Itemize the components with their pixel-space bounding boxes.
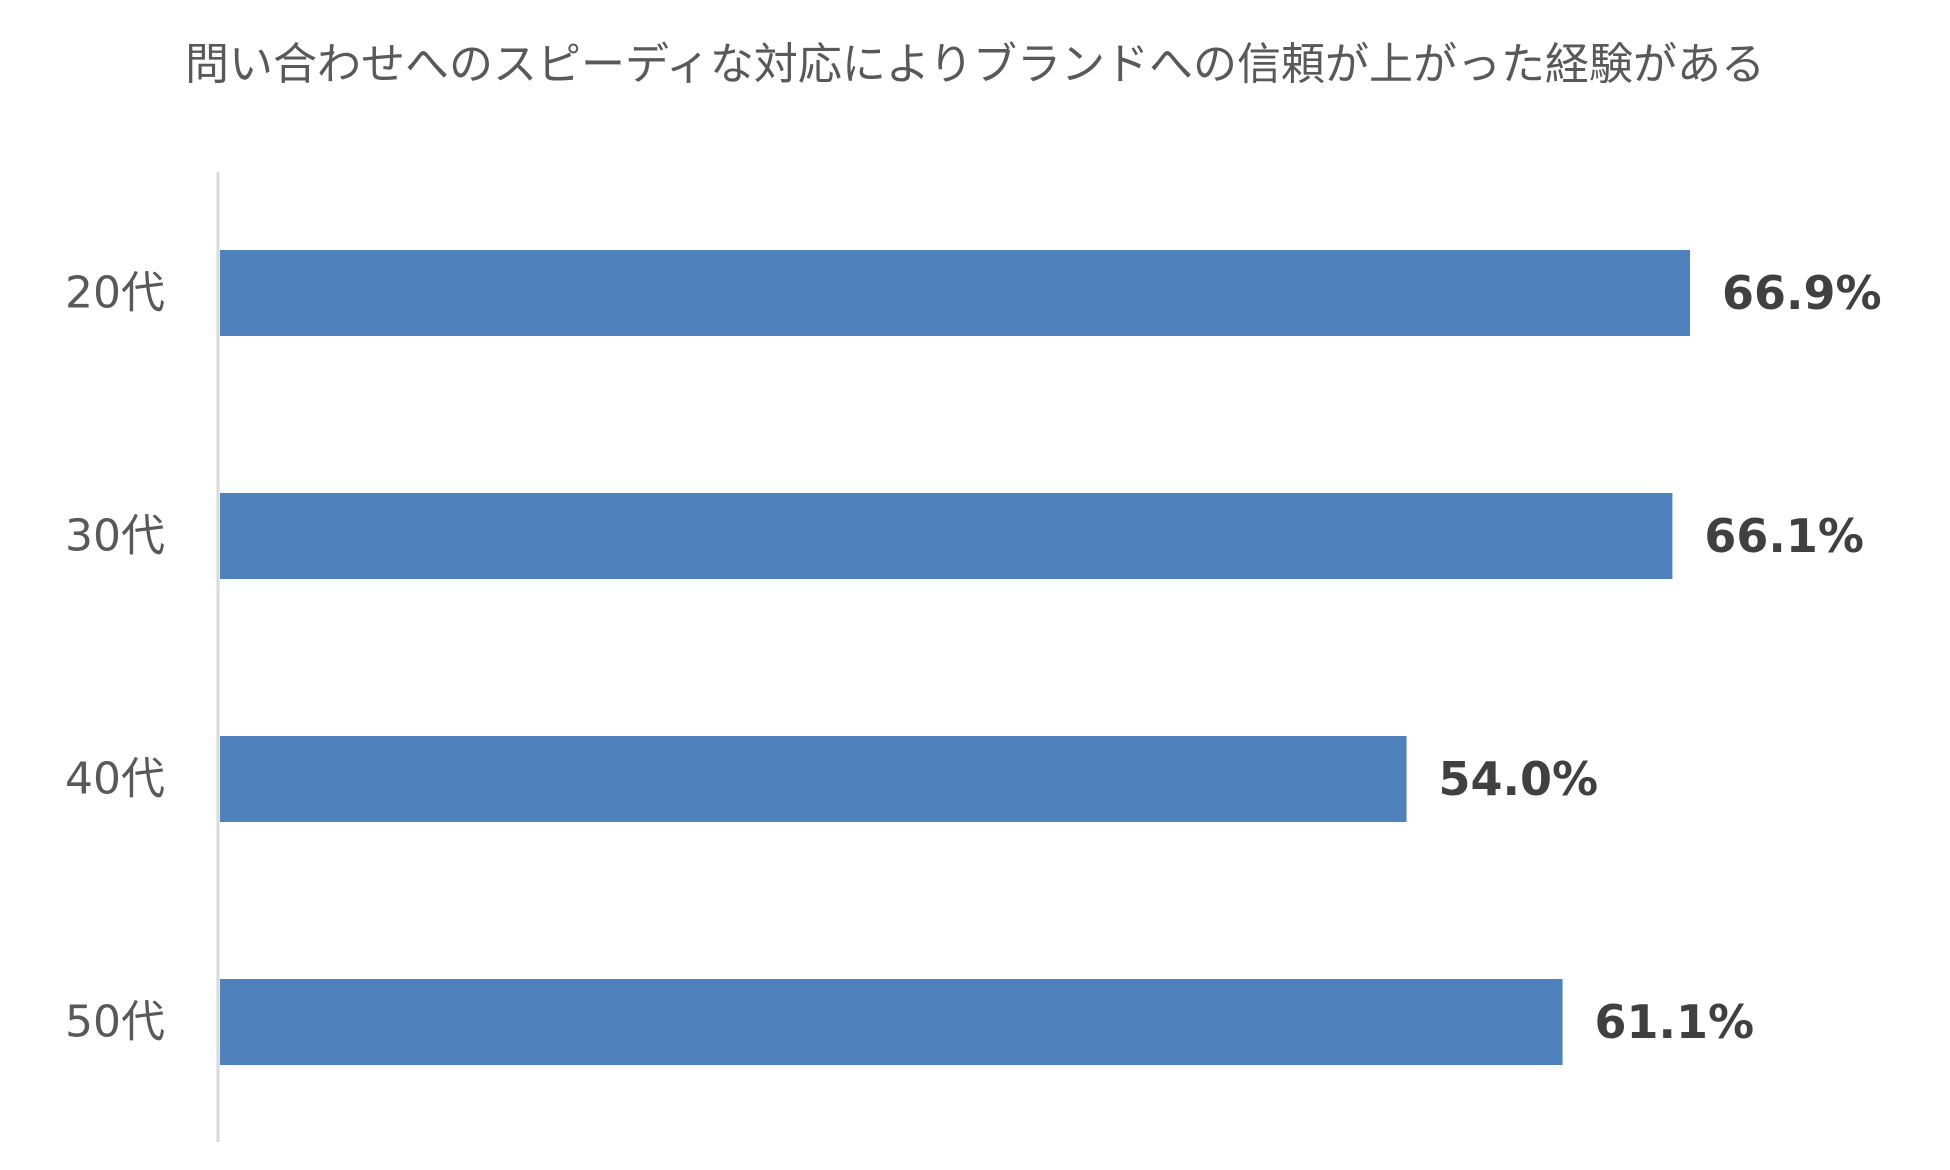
bars-layer: 20代 66.9% 30代 66.1% 40代 54.0% 50代 61.1% [65,250,1882,1065]
data-label-1: 66.9% [1722,266,1882,320]
bar-4 [220,979,1563,1065]
category-label-4: 50代 [65,997,165,1048]
bar-2 [220,493,1673,579]
data-label-2: 66.1% [1704,509,1864,563]
category-label-1: 20代 [65,268,165,319]
data-label-4: 61.1% [1595,995,1755,1049]
bar-3 [220,736,1407,822]
category-label-3: 40代 [65,754,165,805]
category-label-2: 30代 [65,511,165,562]
data-label-3: 54.0% [1439,752,1599,806]
chart-title: 問い合わせへのスピーディな対応によりブランドへの信頼が上がった経験がある [184,39,1766,90]
bar-1 [220,250,1690,336]
